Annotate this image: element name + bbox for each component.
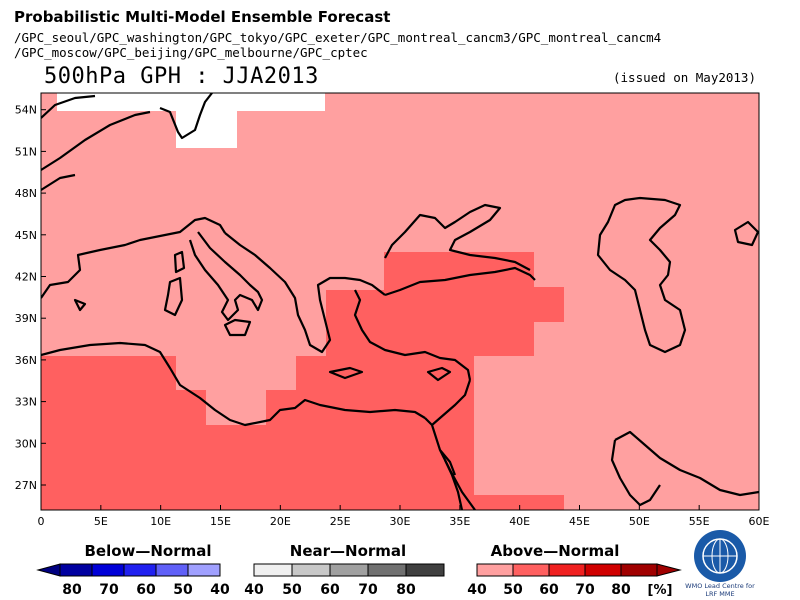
- above-normal-50-region: [41, 252, 564, 510]
- lon-label: 5E: [94, 515, 108, 528]
- lon-label: 55E: [689, 515, 710, 528]
- legend-near-swatch: [253, 563, 293, 577]
- legend-below-tick: 60: [136, 582, 156, 598]
- legend-near-tick: 70: [358, 582, 378, 598]
- coast-italy: [188, 231, 264, 322]
- coast-iberia-france: [41, 216, 226, 299]
- legend-near-tick: 40: [244, 582, 264, 598]
- legend-below-tick: 50: [173, 582, 193, 598]
- coast-sicily: [223, 318, 252, 337]
- legend-near-swatch: [329, 563, 369, 577]
- lat-label: 27N: [15, 479, 37, 492]
- wmo-logo: WMO Lead Centre for LRF MME: [685, 530, 755, 598]
- no-signal-region-north-center: [176, 111, 237, 148]
- lon-label: 10E: [150, 515, 171, 528]
- coast-red-sea-east: [444, 459, 464, 510]
- lat-label: 36N: [15, 354, 37, 367]
- coast-crete: [328, 366, 364, 380]
- latitude-labels: 54N 51N 48N 45N 42N 39N 36N 33N 30N 27N: [15, 104, 46, 492]
- legend-above-swatch: [512, 563, 550, 577]
- lat-label: 33N: [15, 396, 37, 409]
- legend-near-swatch: [367, 563, 407, 577]
- coast-europe-north: [41, 94, 151, 191]
- coast-sardinia: [163, 276, 184, 317]
- coast-north-africa: [41, 341, 426, 427]
- legend-below-swatch: [91, 563, 125, 577]
- model-list-line1: /GPC_seoul/GPC_washington/GPC_tokyo/GPC_…: [14, 30, 662, 45]
- legend-near-tick: 50: [282, 582, 302, 598]
- legend-near-label: Near—Normal: [290, 542, 406, 560]
- coast-cyprus: [426, 366, 452, 382]
- legend-near-normal: Near—Normal 40 50 60 70 80: [244, 542, 445, 598]
- map-title: 500hPa GPH : JJA2013: [44, 64, 319, 89]
- lon-label: 50E: [629, 515, 650, 528]
- coast-persian-gulf: [610, 430, 759, 507]
- forecast-title: Probabilistic Multi-Model Ensemble Forec…: [14, 8, 391, 26]
- legend-above-swatch: [476, 563, 514, 577]
- legend-near-swatch: [291, 563, 331, 577]
- legend-above-tick: 80: [611, 582, 631, 598]
- legend-below-normal: Below—Normal 80 70 60 50 40: [36, 542, 230, 598]
- legend-below-tick: 70: [99, 582, 119, 598]
- legend-above-tick: 40: [467, 582, 487, 598]
- logo-text-line1: WMO Lead Centre for: [685, 582, 755, 590]
- lon-label: 0: [38, 515, 45, 528]
- coast-aral: [733, 220, 759, 247]
- lon-label: 40E: [509, 515, 530, 528]
- legend-near-swatch: [405, 563, 445, 577]
- coastlines: [41, 93, 759, 510]
- coast-balearic: [73, 298, 87, 312]
- legend-above-tick: 60: [539, 582, 559, 598]
- legend-below-swatch: [187, 563, 221, 577]
- lat-label: 42N: [15, 271, 37, 284]
- lon-label: 30E: [390, 515, 411, 528]
- legend-above-normal: Above—Normal 40 50 60 70 80 [%]: [467, 542, 682, 598]
- coast-turkey: [353, 289, 472, 381]
- legend-above-tick: 70: [575, 582, 595, 598]
- legend-near-tick: 80: [396, 582, 416, 598]
- legend-near-tick: 60: [320, 582, 340, 598]
- lat-label: 48N: [15, 187, 37, 200]
- lon-label: 45E: [569, 515, 590, 528]
- legend-below-label: Below—Normal: [84, 542, 211, 560]
- no-signal-region-north: [57, 93, 325, 111]
- lat-label: 45N: [15, 229, 37, 242]
- legend-unit: [%]: [648, 583, 673, 598]
- coast-adriatic-balkans: [224, 232, 386, 354]
- probability-map: 54N 51N 48N 45N 42N 39N 36N 33N 30N 27N 0 5E 10E 15E…: [15, 92, 770, 528]
- legend-below-tick: 40: [210, 582, 230, 598]
- lon-label: 25E: [330, 515, 351, 528]
- legend-below-swatch: [155, 563, 189, 577]
- lat-label: 51N: [15, 145, 37, 158]
- legend-below-tick: 80: [62, 582, 82, 598]
- legend-above-swatch: [620, 563, 658, 577]
- logo-text-line2: LRF MME: [705, 590, 734, 598]
- legend-below-swatch: [123, 563, 157, 577]
- lat-label: 54N: [15, 104, 37, 117]
- issued-date: (issued on May2013): [613, 70, 756, 85]
- model-list-line2: /GPC_moscow/GPC_beijing/GPC_melbourne/GP…: [14, 45, 368, 60]
- lon-label: 60E: [749, 515, 770, 528]
- coast-black-sea-south: [384, 266, 536, 297]
- longitude-labels: 0 5E 10E 15E 20E 25E 30E 35E 40E 45E 50E 55E 60E: [38, 505, 770, 528]
- legend-below-arrow: [36, 563, 61, 577]
- coast-caspian: [596, 196, 687, 354]
- coast-corsica: [173, 250, 186, 274]
- lat-label: 30N: [15, 437, 37, 450]
- coast-baltic: [159, 93, 213, 140]
- legend-above-arrow: [656, 563, 682, 577]
- lon-label: 35E: [449, 515, 470, 528]
- legend-above-tick: 50: [503, 582, 523, 598]
- coast-black-sea-north: [384, 203, 531, 271]
- legend-below-swatch: [59, 563, 93, 577]
- lat-label: 39N: [15, 312, 37, 325]
- legend-above-label: Above—Normal: [491, 542, 620, 560]
- legend-above-swatch: [584, 563, 622, 577]
- lon-label: 20E: [270, 515, 291, 528]
- legend-above-swatch: [548, 563, 586, 577]
- lon-label: 15E: [210, 515, 231, 528]
